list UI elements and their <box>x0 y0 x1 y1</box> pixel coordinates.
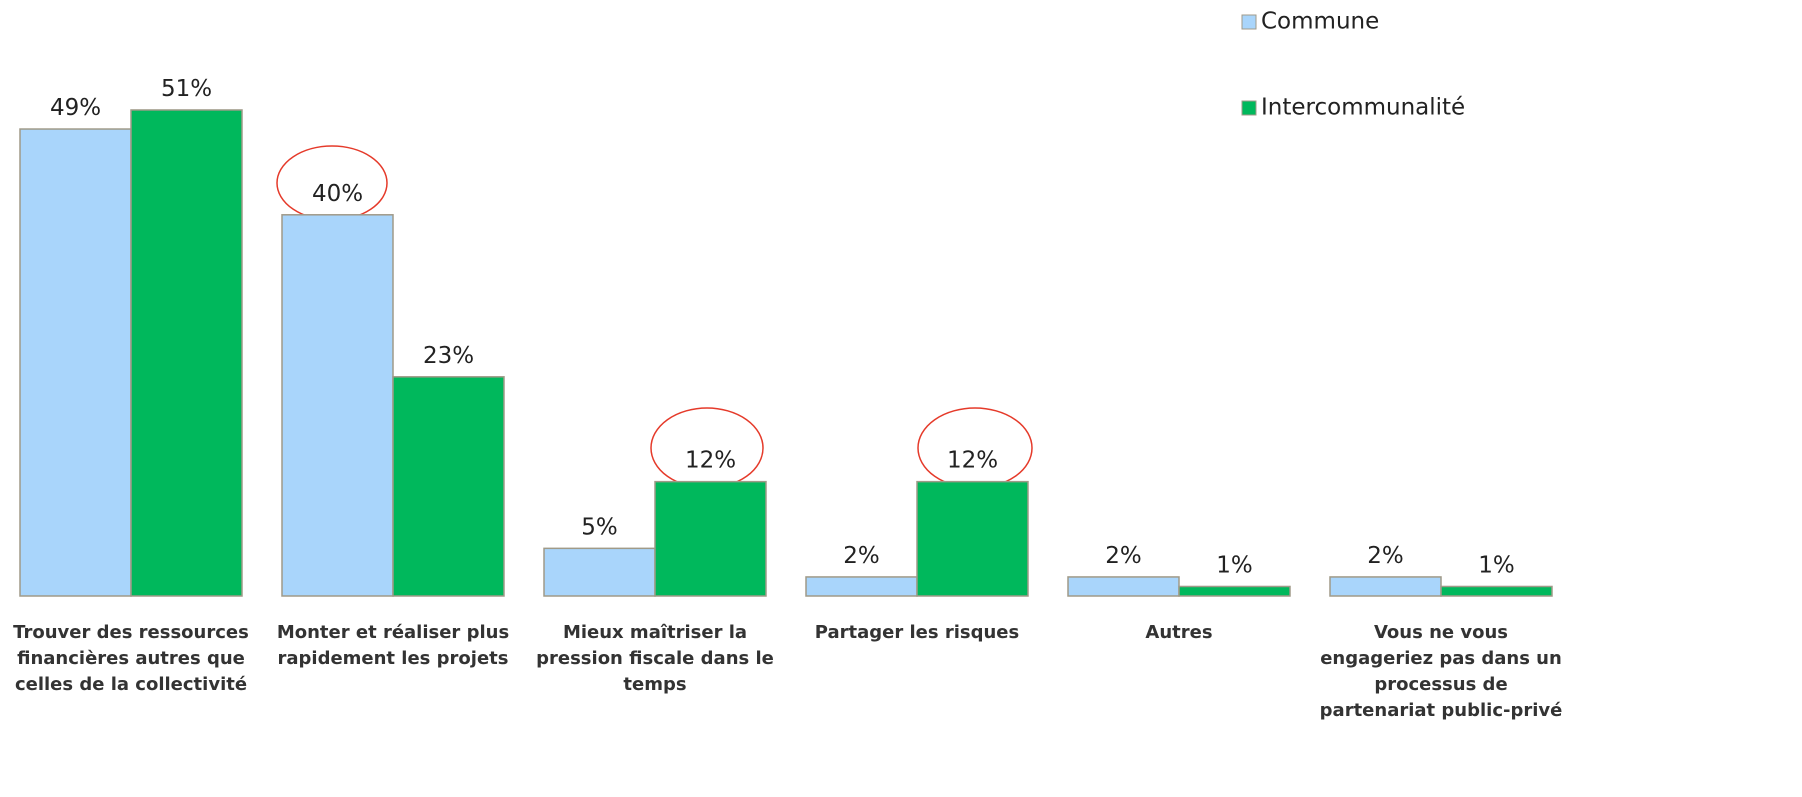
bar <box>916 480 1029 597</box>
value-label: 2% <box>843 543 880 569</box>
value-label: 12% <box>947 448 998 474</box>
bar <box>805 576 918 597</box>
value-label: 12% <box>685 448 736 474</box>
legend-label: Intercommunalité <box>1261 95 1465 121</box>
bar <box>281 214 394 597</box>
legend-swatch <box>1241 100 1257 116</box>
category-label: Autres <box>1145 622 1213 643</box>
value-label: 5% <box>581 514 618 540</box>
value-label: 40% <box>312 181 363 207</box>
category-label: Trouver des ressources financières autre… <box>13 622 249 695</box>
bar <box>1440 585 1553 597</box>
bar <box>543 547 656 597</box>
value-label: 1% <box>1478 552 1515 578</box>
value-label: 23% <box>423 343 474 369</box>
category-label: Vous ne vous engageriez pas dans un proc… <box>1319 622 1563 721</box>
category-label: Monter et réaliser plus rapidement les p… <box>276 622 510 669</box>
category-label: Mieux maîtriser la pression fiscale dans… <box>536 622 774 695</box>
bar <box>130 109 243 597</box>
bar <box>1329 576 1442 597</box>
legend-label: Commune <box>1261 9 1379 35</box>
bar <box>654 480 767 597</box>
bar <box>19 128 132 597</box>
value-label: 1% <box>1216 552 1253 578</box>
legend-swatch <box>1241 14 1257 30</box>
value-label: 2% <box>1367 543 1404 569</box>
category-label: Partager les risques <box>814 622 1020 643</box>
bar <box>1067 576 1180 597</box>
value-label: 2% <box>1105 543 1142 569</box>
value-label: 51% <box>161 76 212 102</box>
bar <box>1178 585 1291 597</box>
bar <box>392 376 505 597</box>
value-label: 49% <box>50 95 101 121</box>
